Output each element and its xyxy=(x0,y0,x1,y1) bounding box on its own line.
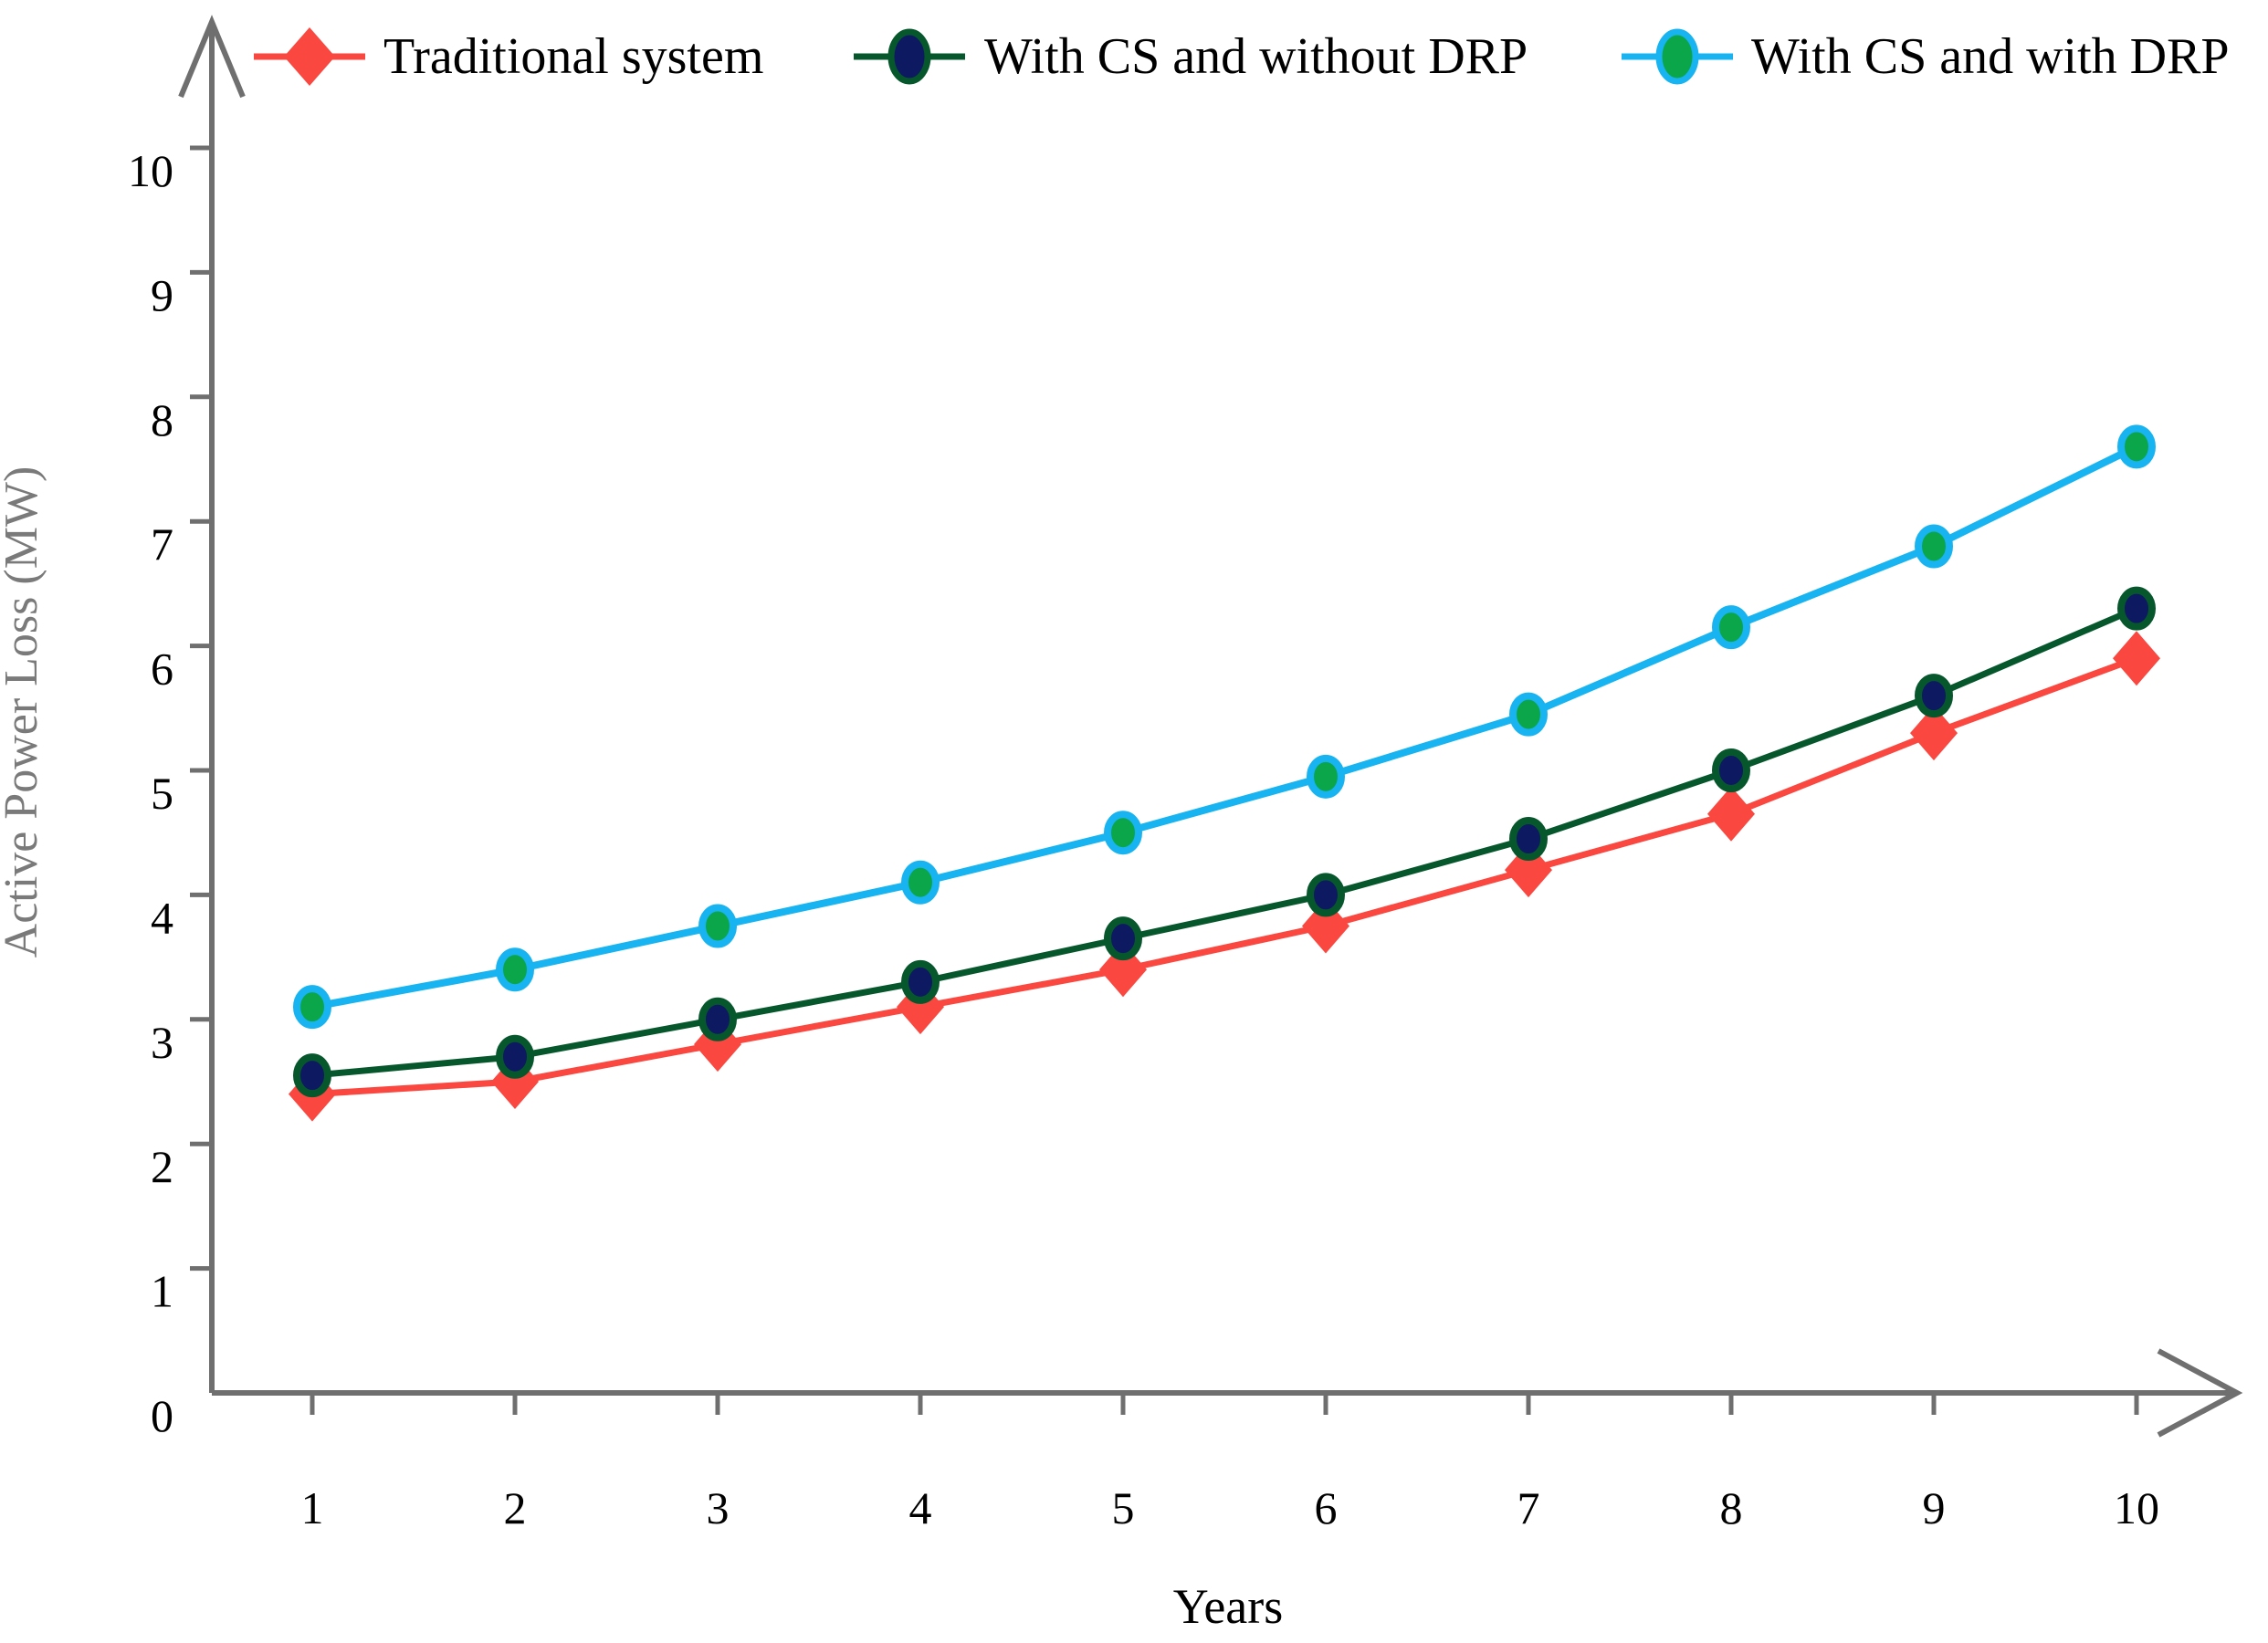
marker-circle-with-cs-and-without-drp xyxy=(901,959,940,1004)
y-tick-label: 3 xyxy=(151,1017,173,1068)
y-tick-label: 7 xyxy=(151,518,173,570)
y-tick-label: 1 xyxy=(151,1266,173,1317)
y-tick-label: 2 xyxy=(151,1141,173,1192)
y-axis-title: Active Power Loss (MW) xyxy=(0,466,47,958)
marker-circle-with-cs-and-without-drp xyxy=(698,997,737,1041)
marker-circle-with-cs-and-with-drp xyxy=(496,947,534,992)
legend-label-with-cs-without-drp: With CS and without DRP xyxy=(984,28,1528,85)
y-tick-label: 6 xyxy=(151,644,173,695)
legend-label-traditional-system: Traditional system xyxy=(383,28,763,85)
x-tick-label: 9 xyxy=(1923,1482,1946,1533)
marker-circle-with-cs-and-without-drp xyxy=(1712,748,1750,792)
marker-circle-with-cs-and-without-drp xyxy=(2117,586,2156,631)
marker-circle-with-cs-and-without-drp xyxy=(293,1053,331,1098)
x-tick-label: 6 xyxy=(1315,1482,1338,1533)
marker-circle-with-cs-and-with-drp xyxy=(1915,524,1953,569)
marker-circle-with-cs-and-without-drp xyxy=(1509,817,1548,862)
x-tick-label: 10 xyxy=(2114,1482,2159,1533)
y-tick-label: 4 xyxy=(151,892,173,943)
marker-diamond-traditional-system xyxy=(1910,706,1958,761)
marker-diamond-traditional-system xyxy=(1099,942,1147,998)
marker-circle-with-cs-and-without-drp xyxy=(496,1034,534,1079)
legend-label-with-cs-with-drp: With CS and with DRP xyxy=(1751,28,2230,85)
series-line-traditional-system xyxy=(311,654,2138,1098)
legend-marker-diamond xyxy=(284,27,335,86)
series-line-with-cs-and-without-drp xyxy=(311,605,2138,1079)
marker-diamond-traditional-system xyxy=(1505,842,1552,898)
x-tick-label: 1 xyxy=(301,1482,324,1533)
marker-diamond-traditional-system xyxy=(1707,786,1755,842)
marker-circle-with-cs-and-without-drp xyxy=(1104,916,1142,961)
marker-diamond-traditional-system xyxy=(2113,631,2160,686)
series-layer xyxy=(289,424,2160,1122)
legend xyxy=(254,27,1733,86)
marker-circle-with-cs-and-with-drp xyxy=(1509,692,1548,737)
marker-circle-with-cs-and-with-drp xyxy=(293,985,331,1030)
x-tick-label: 2 xyxy=(504,1482,527,1533)
marker-circle-with-cs-and-with-drp xyxy=(1307,754,1345,799)
x-tick-label: 4 xyxy=(909,1482,932,1533)
x-tick-label: 8 xyxy=(1720,1482,1743,1533)
x-tick-label: 3 xyxy=(707,1482,730,1533)
x-tick-label: 5 xyxy=(1112,1482,1135,1533)
marker-circle-with-cs-and-without-drp xyxy=(1915,674,1953,718)
marker-circle-with-cs-and-without-drp xyxy=(1307,873,1345,917)
y-tick-label: 8 xyxy=(151,394,173,445)
y-tick-label: 9 xyxy=(151,269,173,320)
marker-circle-with-cs-and-with-drp xyxy=(901,860,940,905)
y-tick-label: 10 xyxy=(128,145,173,196)
y-tick-label: 5 xyxy=(151,768,173,819)
marker-circle-with-cs-and-with-drp xyxy=(698,904,737,948)
marker-diamond-traditional-system xyxy=(1302,898,1349,954)
legend-marker-circle xyxy=(887,28,931,85)
y-axis-arrow xyxy=(178,15,246,99)
marker-circle-with-cs-and-with-drp xyxy=(2117,424,2156,469)
legend-marker-circle xyxy=(1655,28,1699,85)
x-axis-arrow xyxy=(2157,1348,2243,1438)
axes-layer: 0 1 2 3 4 5 6 7 8 9 10 1 2 3 4 5 6 7 8 9 10 xyxy=(128,15,2243,1533)
x-axis-title: Years xyxy=(1173,1579,1284,1634)
y-tick-label: 0 xyxy=(151,1390,173,1441)
x-tick-label: 7 xyxy=(1517,1482,1540,1533)
series-line-with-cs-and-with-drp xyxy=(311,443,2138,1011)
marker-circle-with-cs-and-with-drp xyxy=(1712,605,1750,650)
marker-circle-with-cs-and-with-drp xyxy=(1104,811,1142,855)
